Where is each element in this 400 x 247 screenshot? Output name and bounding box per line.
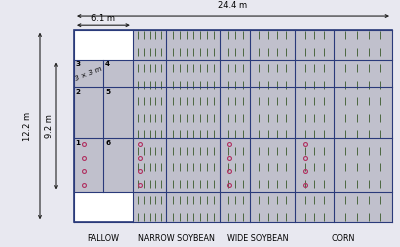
- Text: 1: 1: [76, 140, 80, 146]
- Text: 3: 3: [76, 62, 80, 67]
- Bar: [220, 30, 295, 222]
- Text: CORN: CORN: [332, 234, 355, 243]
- Bar: [104, 87, 133, 139]
- Text: FALLOW: FALLOW: [88, 234, 120, 243]
- Text: WIDE SOYBEAN: WIDE SOYBEAN: [227, 234, 288, 243]
- Text: 12.2 m: 12.2 m: [23, 111, 32, 141]
- Text: 5: 5: [105, 89, 110, 95]
- Text: 3 × 3 m: 3 × 3 m: [74, 65, 103, 82]
- Text: NARROW SOYBEAN: NARROW SOYBEAN: [138, 234, 215, 243]
- Text: 9.2 m: 9.2 m: [45, 114, 54, 138]
- Bar: [74, 60, 104, 87]
- Bar: [295, 30, 392, 222]
- Text: 4: 4: [105, 62, 110, 67]
- Bar: [104, 139, 133, 192]
- Bar: [74, 139, 104, 192]
- Text: 24.4 m: 24.4 m: [218, 1, 248, 10]
- Text: 6.1 m: 6.1 m: [92, 14, 116, 23]
- Bar: [74, 87, 104, 139]
- Bar: [133, 30, 220, 222]
- Bar: [104, 60, 133, 87]
- Text: 6: 6: [105, 140, 110, 146]
- Text: 2: 2: [76, 89, 80, 95]
